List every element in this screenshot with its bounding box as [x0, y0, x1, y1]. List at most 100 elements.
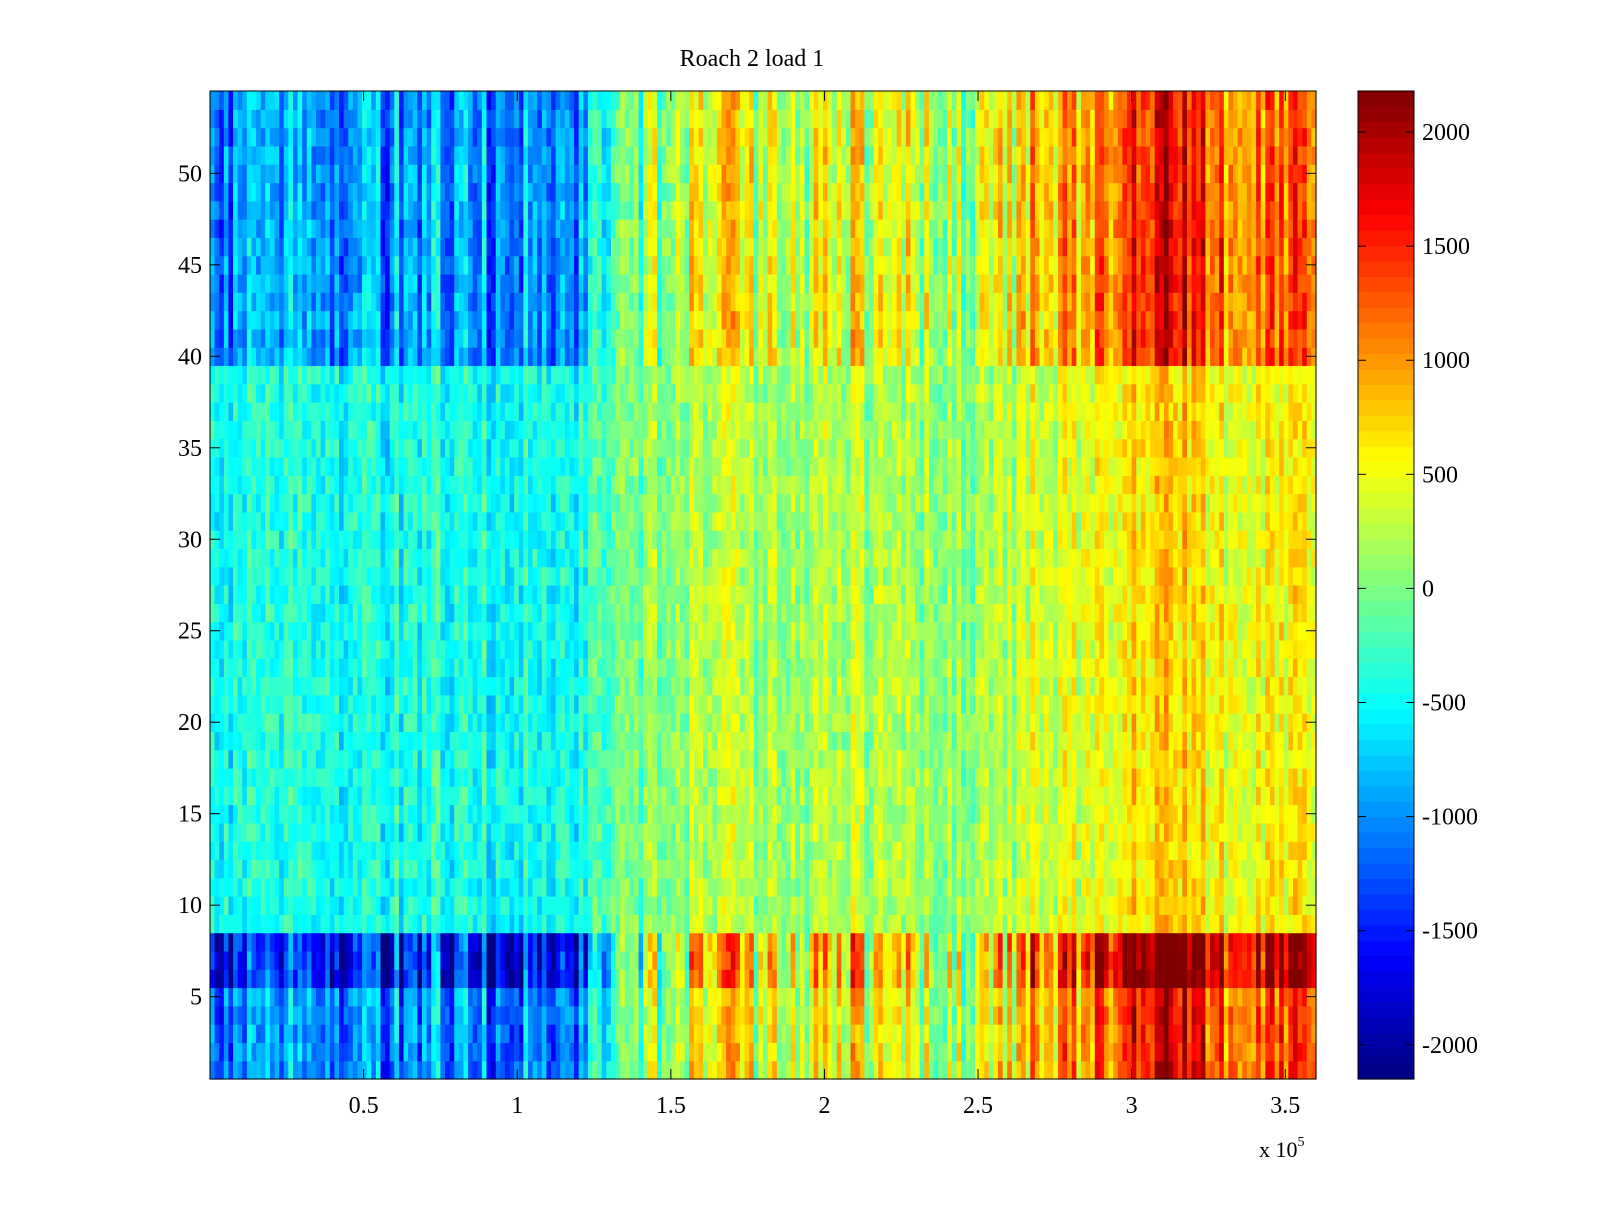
- heatmap-cell: [532, 932, 538, 952]
- heatmap-cell: [440, 219, 446, 238]
- heatmap-cell: [325, 566, 331, 586]
- heatmap-cell: [560, 713, 566, 732]
- heatmap-cell: [610, 713, 617, 732]
- heatmap-cell: [629, 585, 635, 604]
- heatmap-cell: [532, 914, 538, 934]
- heatmap-cell: [348, 164, 354, 184]
- heatmap-cell: [615, 969, 621, 989]
- heatmap-cell: [233, 420, 239, 440]
- heatmap-cell: [587, 767, 594, 787]
- heatmap-cell: [592, 548, 598, 568]
- heatmap-cell: [306, 438, 312, 458]
- heatmap-cell: [463, 328, 469, 348]
- heatmap-cell: [421, 91, 428, 110]
- heatmap-cell: [375, 402, 382, 421]
- heatmap-cell: [495, 1005, 501, 1025]
- heatmap-cell: [385, 969, 391, 989]
- heatmap-cell: [357, 639, 363, 659]
- heatmap-cell: [339, 639, 345, 659]
- heatmap-cell: [260, 91, 266, 110]
- heatmap-cell: [629, 1005, 635, 1025]
- heatmap-cell: [348, 877, 354, 897]
- heatmap-cell: [578, 200, 584, 220]
- heatmap-cell: [495, 585, 501, 604]
- heatmap-cell: [389, 639, 395, 659]
- heatmap-cell: [279, 1005, 285, 1025]
- heatmap-cell: [564, 786, 571, 806]
- heatmap-cell: [269, 383, 276, 403]
- heatmap-cell: [237, 1042, 243, 1062]
- heatmap-cell: [394, 273, 400, 293]
- heatmap-cell: [292, 566, 299, 586]
- heatmap-cell: [560, 969, 566, 989]
- heatmap-cell: [500, 347, 506, 367]
- heatmap-cell: [620, 383, 626, 403]
- heatmap-cell: [486, 950, 492, 970]
- heatmap-cell: [514, 859, 520, 879]
- heatmap-cell: [486, 841, 492, 861]
- heatmap-cell: [385, 273, 391, 293]
- heatmap-cell: [514, 292, 520, 312]
- heatmap-cell: [491, 804, 497, 824]
- heatmap-cell: [362, 585, 368, 604]
- heatmap-cell: [375, 530, 382, 550]
- heatmap-cell: [615, 804, 621, 824]
- heatmap-cell: [449, 566, 455, 586]
- heatmap-cell: [339, 767, 345, 787]
- heatmap-cell: [269, 841, 276, 861]
- heatmap-cell: [541, 365, 548, 385]
- heatmap-cell: [412, 127, 418, 147]
- heatmap-cell: [412, 548, 418, 568]
- heatmap-cell: [380, 804, 386, 824]
- heatmap-cell: [288, 914, 294, 934]
- heatmap-cell: [481, 347, 488, 367]
- heatmap-cell: [578, 182, 584, 202]
- heatmap-cell: [620, 1005, 626, 1025]
- heatmap-cell: [389, 896, 395, 915]
- heatmap-cell: [472, 694, 478, 714]
- heatmap-cell: [615, 475, 621, 495]
- heatmap-cell: [574, 347, 580, 367]
- heatmap-cell: [500, 694, 506, 714]
- heatmap-cell: [256, 493, 262, 513]
- heatmap-cell: [233, 987, 239, 1007]
- heatmap-cell: [260, 273, 266, 293]
- heatmap-cell: [375, 1060, 382, 1080]
- heatmap-cell: [629, 91, 635, 110]
- heatmap-cell: [509, 438, 515, 458]
- heatmap-cell: [334, 1060, 340, 1080]
- heatmap-cell: [569, 237, 575, 257]
- heatmap-cell: [223, 621, 230, 641]
- heatmap-cell: [541, 1042, 548, 1062]
- heatmap-cell: [417, 749, 423, 769]
- heatmap-cell: [297, 273, 303, 293]
- heatmap-cell: [228, 987, 234, 1007]
- heatmap-cell: [606, 987, 612, 1007]
- heatmap-cell: [315, 859, 322, 879]
- heatmap-cell: [615, 950, 621, 970]
- heatmap-cell: [486, 786, 492, 806]
- heatmap-cell: [560, 658, 566, 678]
- heatmap-cell: [306, 383, 312, 403]
- heatmap-cell: [569, 182, 575, 202]
- heatmap-cell: [601, 639, 607, 659]
- heatmap-cell: [449, 255, 455, 275]
- heatmap-cell: [587, 402, 594, 421]
- heatmap-cell: [601, 603, 607, 623]
- heatmap-cell: [389, 767, 395, 787]
- heatmap-cell: [265, 420, 271, 440]
- heatmap-cell: [449, 383, 455, 403]
- heatmap-cell: [523, 328, 529, 348]
- heatmap-cell: [620, 969, 626, 989]
- heatmap-cell: [454, 292, 460, 312]
- heatmap-cell: [592, 328, 598, 348]
- heatmap-cell: [606, 200, 612, 220]
- heatmap-cell: [587, 694, 594, 714]
- heatmap-cell: [523, 896, 529, 915]
- heatmap-cell: [527, 548, 534, 568]
- heatmap-cell: [551, 219, 557, 238]
- heatmap-cell: [500, 877, 506, 897]
- heatmap-cell: [251, 219, 257, 238]
- heatmap-cell: [219, 713, 225, 732]
- heatmap-cell: [574, 621, 580, 641]
